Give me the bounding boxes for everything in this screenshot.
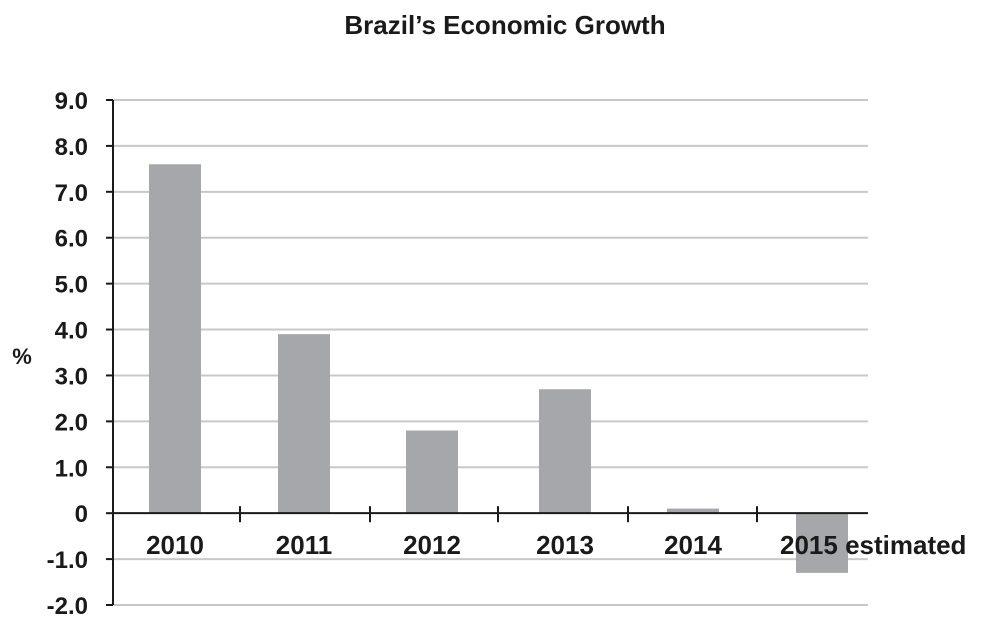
gridlines: [113, 99, 868, 606]
x-category-label: 2013: [536, 530, 594, 560]
x-category-labels: 2010 2011 2012 2013 2014 2015 estimated: [146, 530, 966, 560]
chart-title: Brazil’s Economic Growth: [344, 10, 665, 40]
y-tick-label: 7.0: [55, 180, 88, 207]
y-tick-label: 0: [75, 501, 88, 528]
bar: [278, 334, 330, 514]
x-category-label: 2010: [146, 530, 204, 560]
y-tick-label: 1.0: [55, 455, 88, 482]
bar: [149, 164, 201, 514]
y-tick-label: 8.0: [55, 134, 88, 161]
y-tick-label: -2.0: [47, 593, 88, 620]
x-category-label: 2011: [276, 530, 332, 560]
y-tick-label: 4.0: [55, 318, 88, 345]
x-category-label: 2014: [664, 530, 722, 560]
bar: [667, 508, 719, 514]
bar: [796, 513, 848, 573]
bars: [149, 164, 848, 573]
y-tick-label: 2.0: [55, 409, 88, 436]
axes: [106, 99, 868, 606]
y-tick-labels: 9.0 8.0 7.0 6.0 5.0 4.0 3.0 2.0 1.0 0 -1.0 -2.0: [47, 88, 88, 620]
bar: [406, 430, 458, 514]
x-category-label: 2012: [403, 530, 461, 560]
y-tick-label: -1.0: [47, 547, 88, 574]
y-tick-label: 9.0: [55, 88, 88, 115]
x-category-label: 2015 estimated: [780, 530, 966, 560]
bar: [539, 389, 591, 514]
y-tick-label: 5.0: [55, 272, 88, 299]
y-tick-label: 3.0: [55, 363, 88, 390]
y-tick-label: 6.0: [55, 226, 88, 253]
y-axis-title: %: [12, 344, 32, 369]
